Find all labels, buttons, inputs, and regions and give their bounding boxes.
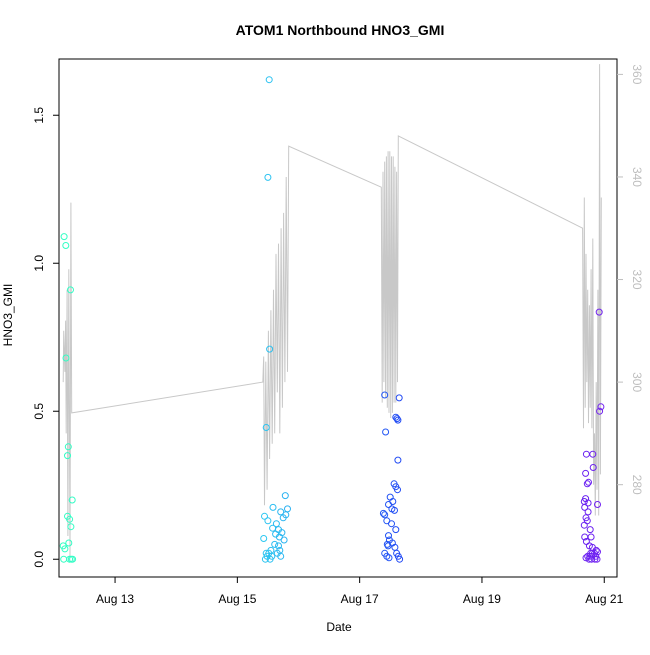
data-point bbox=[67, 523, 75, 531]
data-point bbox=[265, 76, 273, 84]
data-point bbox=[69, 555, 77, 563]
data-point bbox=[68, 496, 76, 504]
data-point bbox=[66, 515, 74, 523]
data-point bbox=[384, 542, 392, 550]
chart-title: ATOM1 Northbound HNO3_GMI bbox=[236, 22, 445, 38]
data-point bbox=[271, 540, 279, 548]
x-tick-label: Aug 13 bbox=[96, 592, 134, 606]
data-point bbox=[64, 443, 72, 451]
data-point bbox=[596, 407, 604, 415]
data-point bbox=[65, 539, 73, 547]
data-point bbox=[62, 242, 70, 249]
data-point bbox=[597, 403, 605, 411]
data-point bbox=[277, 508, 285, 516]
data-point bbox=[583, 480, 591, 488]
data-point bbox=[61, 545, 69, 553]
data-point bbox=[62, 354, 70, 362]
data-point bbox=[382, 428, 390, 436]
data-point bbox=[381, 511, 389, 519]
data-point bbox=[269, 503, 277, 511]
data-point bbox=[396, 555, 404, 563]
data-point bbox=[60, 555, 68, 563]
data-point bbox=[381, 391, 389, 399]
data-point bbox=[264, 173, 272, 181]
y-tick-label: 0.5 bbox=[32, 403, 46, 420]
data-point bbox=[593, 555, 601, 563]
x-tick-label: Aug 19 bbox=[463, 592, 501, 606]
data-point bbox=[261, 555, 269, 563]
data-point bbox=[277, 552, 285, 560]
data-point bbox=[585, 478, 592, 486]
data-point bbox=[394, 456, 402, 464]
data-point bbox=[595, 308, 603, 316]
data-point bbox=[385, 532, 392, 540]
data-point bbox=[589, 464, 597, 471]
data-point bbox=[388, 520, 395, 528]
data-point bbox=[582, 450, 590, 458]
data-point bbox=[589, 450, 597, 458]
data-point bbox=[284, 505, 291, 513]
data-point bbox=[584, 499, 592, 507]
y2-tick-label: 360 bbox=[630, 64, 644, 84]
data-point bbox=[393, 415, 401, 423]
data-point bbox=[385, 501, 392, 508]
data-point bbox=[281, 492, 289, 500]
data-point bbox=[275, 542, 282, 550]
y-tick-label: 1.0 bbox=[32, 255, 46, 272]
x-axis-label: Date bbox=[326, 620, 352, 634]
y-tick-label: 1.5 bbox=[32, 107, 46, 124]
data-point bbox=[262, 424, 270, 431]
data-point bbox=[582, 469, 590, 477]
y2-tick-label: 280 bbox=[630, 475, 644, 495]
data-point bbox=[395, 394, 403, 402]
data-point bbox=[260, 535, 268, 542]
data-point bbox=[591, 555, 599, 563]
y-tick-label: 0.0 bbox=[32, 551, 46, 568]
data-point bbox=[280, 536, 288, 544]
y2-tick-label: 300 bbox=[630, 372, 644, 392]
data-point bbox=[379, 509, 387, 517]
data-point bbox=[67, 286, 74, 294]
y2-tick-label: 320 bbox=[630, 270, 644, 290]
data-point bbox=[64, 452, 71, 460]
x-tick-label: Aug 21 bbox=[585, 592, 623, 606]
data-point bbox=[394, 416, 402, 424]
data-point bbox=[269, 524, 277, 532]
axes: Aug 13 Aug 15 Aug 17 Aug 19 Aug 21 0.0 0.5 1.0 1… bbox=[32, 58, 644, 606]
x-tick-label: Aug 15 bbox=[218, 592, 256, 606]
y2-tick-label: 340 bbox=[630, 167, 644, 187]
plot-frame bbox=[58, 58, 618, 578]
data-point bbox=[391, 506, 398, 514]
plot-points bbox=[59, 76, 605, 563]
data-point bbox=[266, 345, 274, 353]
data-point bbox=[279, 514, 287, 522]
data-point bbox=[272, 520, 280, 528]
data-point bbox=[392, 526, 400, 534]
data-point bbox=[261, 512, 268, 520]
series-line bbox=[62, 64, 602, 557]
data-point bbox=[584, 508, 592, 516]
data-point bbox=[264, 517, 272, 525]
data-point bbox=[394, 486, 401, 494]
data-point bbox=[581, 503, 589, 511]
data-point bbox=[580, 521, 588, 529]
data-point bbox=[587, 533, 595, 541]
y-axis-label: HNO3_GMI bbox=[1, 284, 15, 347]
x-tick-label: Aug 17 bbox=[341, 592, 379, 606]
plot-lines bbox=[62, 64, 602, 557]
data-point bbox=[594, 501, 601, 508]
data-point bbox=[385, 554, 393, 562]
data-point bbox=[266, 555, 274, 563]
data-point bbox=[586, 526, 594, 534]
data-point bbox=[60, 233, 68, 241]
